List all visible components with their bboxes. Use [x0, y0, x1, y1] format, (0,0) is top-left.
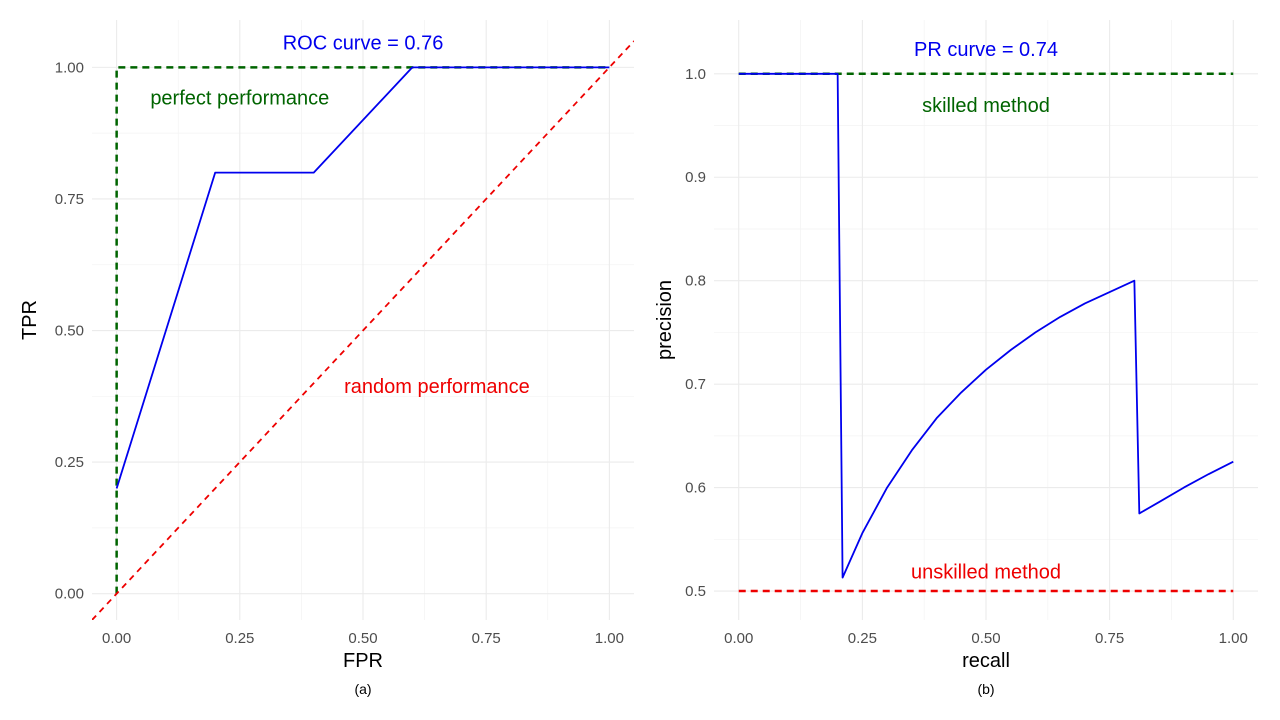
x-tick-label: 0.25 [225, 630, 254, 647]
y-tick-label: 0.6 [685, 480, 706, 497]
y-axis-title: TPR [19, 300, 41, 340]
chart-panel-2: 0.00 0.25 0.50 0.75 1.00 0.5 0.6 0.7 0.8 0.9 1.0 PR… [654, 20, 1258, 697]
x-axis-title: recall [962, 650, 1010, 672]
y-tick-label: 0.9 [685, 169, 706, 186]
annotation-label: perfect performance [150, 87, 329, 109]
annotation-label: ROC curve = 0.76 [283, 33, 444, 55]
y-tick-label: 0.00 [55, 586, 84, 603]
y-tick-label: 0.50 [55, 323, 84, 340]
x-tick-label: 0.50 [971, 630, 1000, 647]
y-tick-label: 0.5 [685, 583, 706, 600]
chart-panel-1: 0.00 0.25 0.50 0.75 1.00 0.00 0.25 0.50 0.75 1.00… [19, 20, 634, 697]
series-line-curve [115, 66, 610, 489]
series-line-random [92, 40, 634, 620]
x-tick-label: 0.00 [724, 630, 753, 647]
x-tick-label: 1.00 [595, 630, 624, 647]
annotation-label: unskilled method [911, 561, 1061, 583]
series-group [92, 40, 634, 620]
x-axis-title: FPR [343, 650, 383, 672]
annotation-label: PR curve = 0.74 [914, 39, 1058, 61]
x-tick-label: 0.50 [348, 630, 377, 647]
x-tick-label: 1.00 [1219, 630, 1248, 647]
panel-caption: (a) [354, 681, 371, 697]
x-tick-label: 0.75 [1095, 630, 1124, 647]
y-tick-label: 0.75 [55, 191, 84, 208]
gridlines [92, 20, 634, 620]
y-tick-label: 1.0 [685, 66, 706, 83]
y-tick-label: 0.7 [685, 376, 706, 393]
x-tick-label: 0.00 [102, 630, 131, 647]
x-tick-label: 0.25 [848, 630, 877, 647]
y-tick-label: 0.25 [55, 454, 84, 471]
annotation-label: skilled method [922, 95, 1050, 117]
annotation-label: random performance [344, 376, 530, 398]
panel-caption: (b) [977, 681, 994, 697]
y-tick-label: 0.8 [685, 273, 706, 290]
y-axis-title: precision [654, 280, 676, 360]
series-line-curve [738, 72, 1234, 579]
x-tick-label: 0.75 [472, 630, 501, 647]
series-group [738, 72, 1234, 593]
gridlines [714, 20, 1258, 620]
y-tick-label: 1.00 [55, 59, 84, 76]
